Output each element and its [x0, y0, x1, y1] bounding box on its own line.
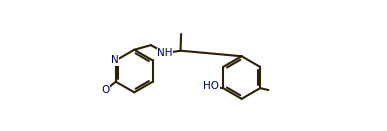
Text: HO: HO — [203, 81, 219, 91]
Text: O: O — [101, 85, 110, 95]
Text: N: N — [111, 55, 119, 65]
Text: NH: NH — [157, 48, 173, 58]
